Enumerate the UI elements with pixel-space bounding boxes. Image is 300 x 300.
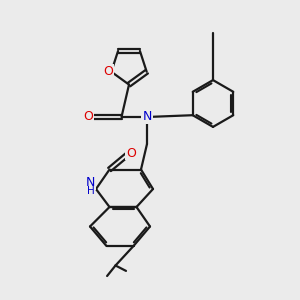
Text: H: H bbox=[87, 186, 94, 197]
Text: O: O bbox=[103, 65, 112, 78]
Text: N: N bbox=[86, 176, 95, 189]
Text: N: N bbox=[142, 110, 152, 124]
Text: O: O bbox=[84, 110, 93, 123]
Text: O: O bbox=[126, 146, 136, 160]
